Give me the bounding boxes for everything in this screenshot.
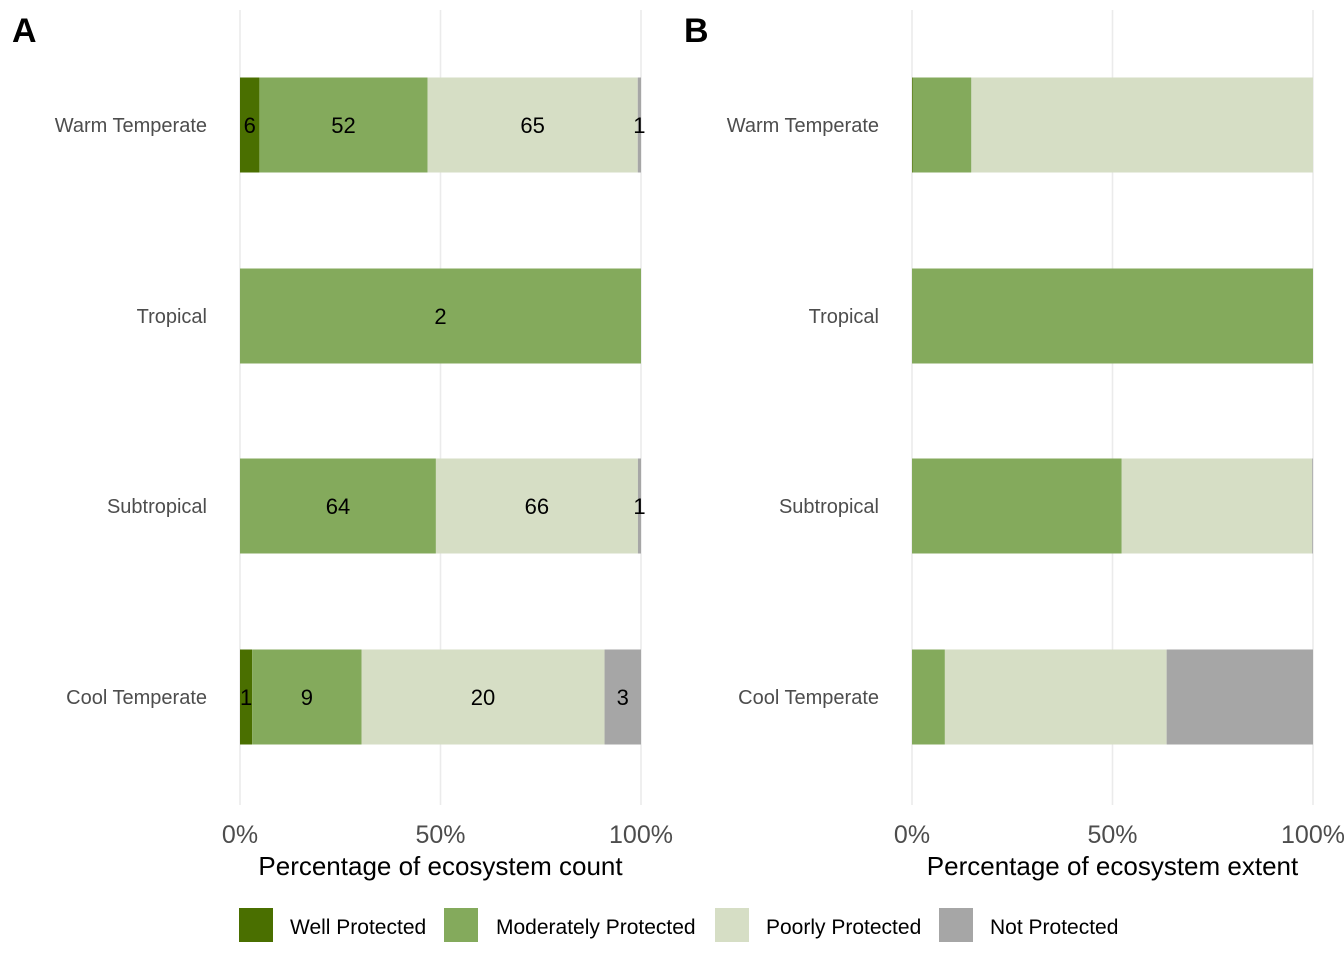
bar-segment-poorly-protected [1121, 458, 1313, 554]
bar-segment-not-protected [1312, 458, 1313, 554]
category-label: Tropical [809, 306, 879, 328]
bar-segment-moderately-protected [912, 458, 1122, 554]
category-label: Warm Temperate [55, 115, 207, 137]
category-label: Tropical [137, 306, 207, 328]
bar-value-label: 52 [331, 113, 355, 138]
bar-value-label: 2 [434, 304, 446, 329]
bar-value-label: 1 [633, 494, 645, 519]
legend: Well Protected Moderately Protected Poorly… [239, 908, 1118, 942]
bar-segment-well-protected [912, 77, 913, 173]
panel-label: B [684, 12, 709, 50]
bar-value-label: 9 [301, 685, 313, 710]
bar-segment-poorly-protected [427, 77, 638, 173]
bar-value-label: 66 [525, 494, 549, 519]
x-tick-label: 50% [1087, 821, 1137, 849]
x-tick-label: 50% [415, 821, 465, 849]
bar-segment-well-protected [240, 649, 253, 745]
legend-key-moderately-protected [444, 908, 478, 942]
legend-label-not-protected: Not Protected [990, 916, 1118, 939]
legend-key-poorly-protected [715, 908, 749, 942]
bar-segment-moderately-protected [259, 77, 428, 173]
x-tick-label: 0% [222, 821, 258, 849]
panel-A: A 6 52 65 1 Warm Temperate 2 Tropical 64 66 1 Subtr… [12, 10, 673, 881]
panel-label: A [12, 12, 37, 50]
legend-key-not-protected [939, 908, 973, 942]
bar-segment-moderately-protected [912, 77, 972, 173]
legend-key-well-protected [239, 908, 273, 942]
bar-segment-not-protected [604, 649, 641, 745]
bar-segment-moderately-protected [912, 649, 945, 745]
bar-segment-poorly-protected [435, 458, 638, 554]
bar-value-label: 1 [633, 113, 645, 138]
x-tick-label: 100% [609, 821, 673, 849]
bar-segment-poorly-protected [361, 649, 605, 745]
x-tick-label: 0% [894, 821, 930, 849]
bar-value-label: 1 [240, 685, 252, 710]
bar-segment-poorly-protected [971, 77, 1313, 173]
x-axis-title: Percentage of ecosystem count [258, 851, 623, 881]
bar-segment-not-protected [637, 77, 641, 173]
x-tick-label: 100% [1281, 821, 1344, 849]
category-label: Warm Temperate [727, 115, 879, 137]
legend-label-moderately-protected: Moderately Protected [496, 916, 696, 939]
category-label: Cool Temperate [738, 687, 879, 709]
category-label: Subtropical [779, 496, 879, 518]
bar-segment-moderately-protected [240, 268, 641, 364]
bar-segment-moderately-protected [252, 649, 362, 745]
bar-value-label: 3 [617, 685, 629, 710]
legend-label-well-protected: Well Protected [290, 916, 426, 939]
bar-value-label: 65 [520, 113, 544, 138]
x-axis-title: Percentage of ecosystem extent [927, 851, 1299, 881]
bar-segment-poorly-protected [944, 649, 1167, 745]
bar-segment-well-protected [240, 77, 260, 173]
bar-value-label: 6 [244, 113, 256, 138]
category-label: Cool Temperate [66, 687, 207, 709]
panel-B: B Warm Temperate Tropical Subtropical Cool T… [684, 10, 1344, 881]
bar-value-label: 20 [471, 685, 495, 710]
bar-segment-not-protected [1166, 649, 1313, 745]
bar-segment-moderately-protected [912, 268, 1313, 364]
bar-segment-moderately-protected [240, 458, 436, 554]
legend-label-poorly-protected: Poorly Protected [766, 916, 921, 939]
bar-segment-not-protected [637, 458, 641, 554]
category-label: Subtropical [107, 496, 207, 518]
bar-value-label: 64 [326, 494, 350, 519]
